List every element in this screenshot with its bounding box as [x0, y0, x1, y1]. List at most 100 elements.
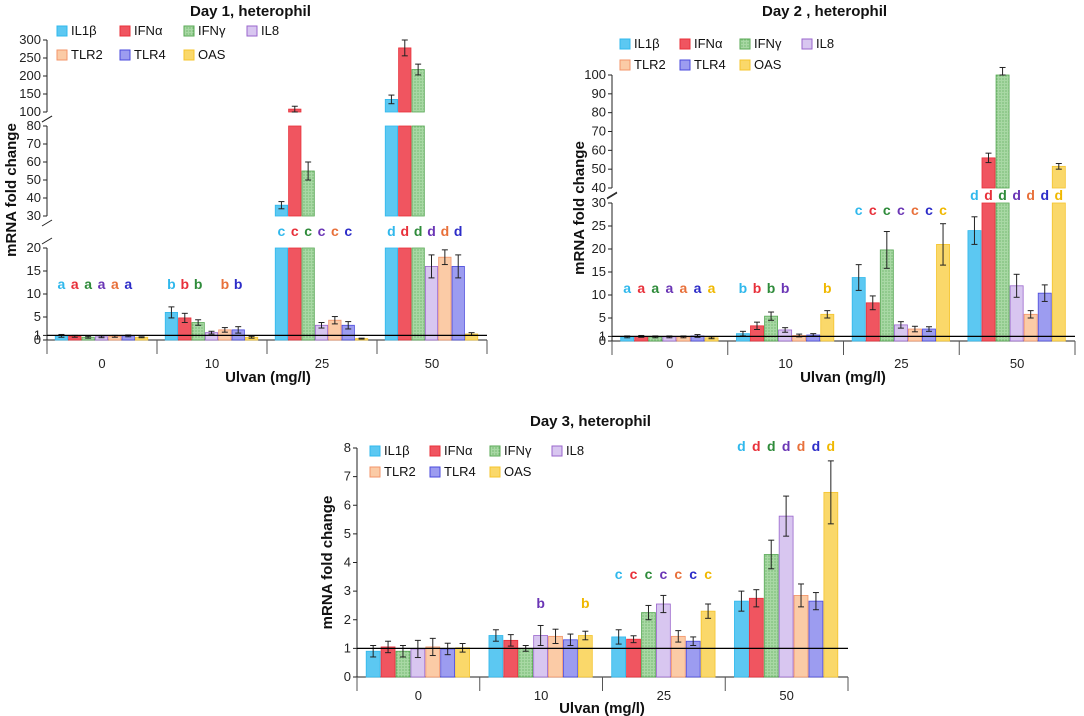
- y-axis-label: mRNA fold change: [3, 123, 20, 257]
- bar-IL1β-10: [488, 635, 504, 678]
- chart-title: Day 1, heterophil: [190, 3, 311, 20]
- x-category-label: 50: [1010, 356, 1024, 371]
- y-tick-label: 0: [344, 669, 351, 684]
- legend-swatch-OAS: [739, 59, 751, 71]
- significance-letter: c: [704, 566, 712, 582]
- legend-label: IL8: [566, 443, 584, 458]
- legend-label: OAS: [504, 464, 532, 479]
- axis-break-mark: [41, 219, 53, 227]
- bar-IFNα-50: [398, 247, 412, 341]
- significance-letter: b: [823, 280, 832, 296]
- axis-break-mark: [41, 237, 53, 245]
- bar-IFNα-50: [748, 597, 764, 678]
- y-tick-label: 5: [599, 310, 606, 325]
- y-tick-label: 200: [19, 68, 41, 83]
- y-tick-label: 0: [34, 332, 41, 347]
- legend-label: OAS: [198, 47, 226, 62]
- y-tick-label: 70: [27, 136, 41, 151]
- y-tick-label: 150: [19, 86, 41, 101]
- y-tick-label: 100: [584, 67, 606, 82]
- bar-IFNγ-25: [641, 612, 656, 678]
- significance-letter: a: [58, 276, 66, 292]
- bar-IL8-50: [778, 515, 794, 678]
- y-tick-label: 70: [592, 124, 606, 139]
- significance-letter: a: [124, 276, 132, 292]
- significance-letter: d: [427, 223, 436, 239]
- x-axis-label: Ulvan (mg/l): [800, 369, 886, 386]
- significance-letter: a: [680, 280, 688, 296]
- significance-letter: b: [581, 595, 590, 611]
- significance-letter: d: [414, 223, 423, 239]
- significance-letter: a: [623, 280, 631, 296]
- significance-letter: a: [637, 280, 645, 296]
- y-tick-label: 50: [27, 172, 41, 187]
- significance-letter: b: [221, 276, 230, 292]
- x-category-label: 25: [894, 356, 908, 371]
- bar-OAS-10: [577, 635, 593, 678]
- legend-label: TLR2: [71, 47, 103, 62]
- significance-letter: d: [441, 223, 450, 239]
- significance-letter: d: [812, 438, 821, 454]
- legend-swatch-IFNγ: [739, 38, 751, 50]
- significance-letter: a: [84, 276, 92, 292]
- x-axis-label: Ulvan (mg/l): [225, 369, 311, 386]
- significance-letter: c: [659, 566, 667, 582]
- y-tick-label: 0: [599, 333, 606, 348]
- bar-IL1β-50: [734, 600, 749, 678]
- y-tick-label: 2: [344, 612, 351, 627]
- y-axis-label: mRNA fold change: [571, 141, 588, 275]
- y-tick-label: 5: [34, 309, 41, 324]
- y-axis-label: mRNA fold change: [319, 496, 336, 630]
- legend-swatch-IFNγ: [489, 445, 501, 457]
- bar-IFNγ-25: [301, 247, 315, 341]
- y-tick-label: 80: [592, 105, 606, 120]
- bar-IFNγ-50: [995, 74, 1010, 189]
- chart-day1: Day 1, heterophil01510152030405060708010…: [3, 3, 488, 386]
- bar-IL1β-50: [384, 125, 399, 217]
- legend-label: IFNγ: [198, 23, 226, 38]
- legend-label: IFNγ: [504, 443, 532, 458]
- significance-letter: a: [111, 276, 119, 292]
- legend-label: TLR4: [134, 47, 166, 62]
- y-tick-label: 300: [19, 32, 41, 47]
- y-tick-label: 90: [592, 86, 606, 101]
- axis-break-mark: [606, 191, 618, 199]
- significance-letter: c: [689, 566, 697, 582]
- bar-TLR2-50: [793, 595, 809, 678]
- significance-letter: b: [781, 280, 790, 296]
- y-tick-label: 20: [592, 241, 606, 256]
- y-tick-label: 3: [344, 583, 351, 598]
- significance-letter: d: [1012, 187, 1021, 203]
- x-category-label: 10: [534, 688, 548, 703]
- bar-OAS-25: [700, 610, 716, 678]
- significance-letter: d: [737, 438, 746, 454]
- legend-label: IFNγ: [754, 36, 782, 51]
- significance-letter: d: [387, 223, 396, 239]
- bar-OAS-50: [1051, 202, 1066, 342]
- x-category-label: 25: [315, 356, 329, 371]
- significance-letter: d: [752, 438, 761, 454]
- significance-letter: c: [855, 202, 863, 218]
- bar-TLR2-50: [438, 256, 452, 341]
- y-tick-label: 80: [27, 118, 41, 133]
- significance-letter: b: [181, 276, 190, 292]
- significance-letter: c: [925, 202, 933, 218]
- significance-letter: c: [645, 566, 653, 582]
- legend-swatch-TLR4: [119, 49, 131, 61]
- significance-letter: a: [665, 280, 673, 296]
- legend-label: IL1β: [71, 23, 97, 38]
- legend-swatch-IL8: [551, 445, 563, 457]
- significance-letter: d: [767, 438, 776, 454]
- significance-letter: b: [167, 276, 176, 292]
- bar-IFNα-25: [288, 125, 302, 217]
- legend-label: OAS: [754, 57, 782, 72]
- bar-IL1β-50: [967, 230, 982, 342]
- significance-letter: d: [827, 438, 836, 454]
- significance-letter: c: [615, 566, 623, 582]
- legend-swatch-IFNα: [429, 445, 441, 457]
- x-axis-label: Ulvan (mg/l): [559, 700, 645, 716]
- bar-IFNγ-50: [763, 554, 779, 678]
- legend-swatch-IL8: [801, 38, 813, 50]
